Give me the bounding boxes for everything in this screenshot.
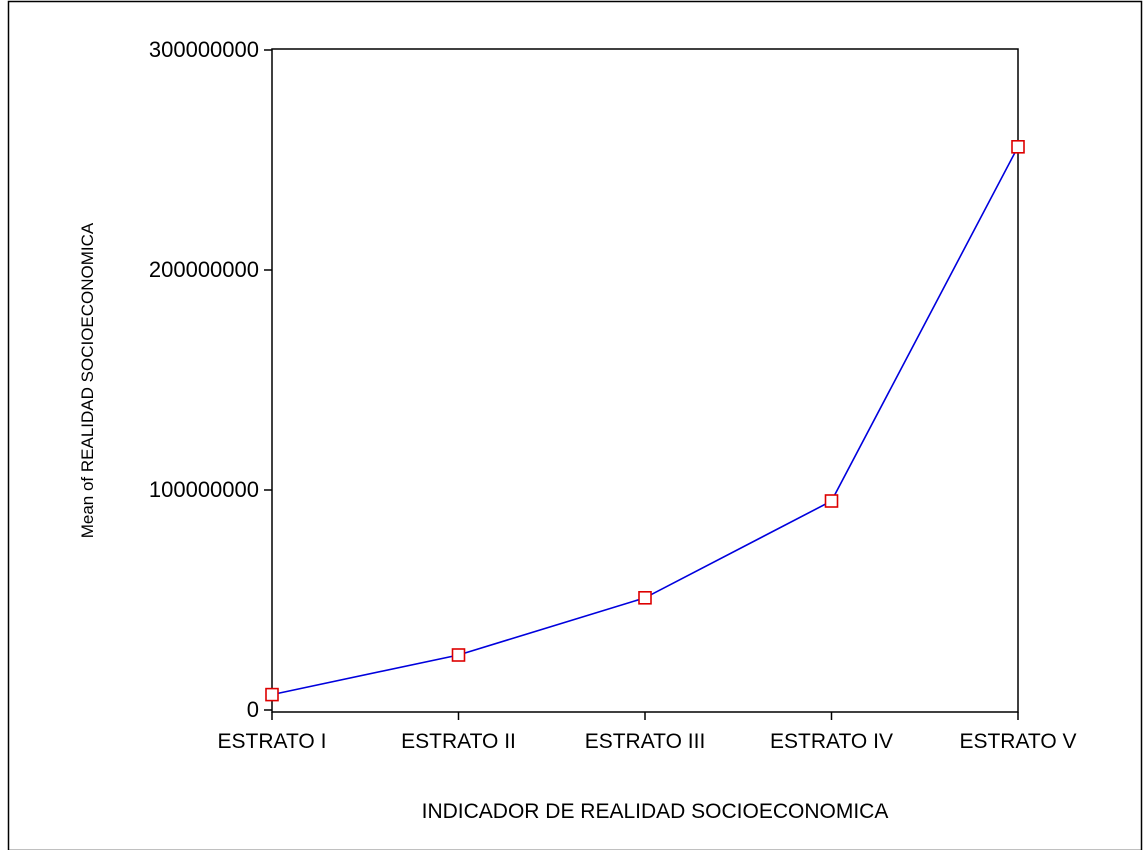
x-tick-label: ESTRATO V: [959, 730, 1076, 753]
y-tick-label: 0: [247, 697, 259, 722]
data-point-marker: [1011, 140, 1025, 154]
data-point-marker: [824, 494, 839, 508]
y-tick-label: 300000000: [149, 37, 259, 62]
x-axis: ESTRATO I ESTRATO II ESTRATO III ESTRATO IV…: [218, 712, 1077, 753]
y-axis-title: Mean of REALIDAD SOCIOECONOMICA: [78, 222, 97, 538]
series-markers: [265, 140, 1025, 702]
y-tick-label: 200000000: [149, 257, 259, 282]
series-line: [271, 146, 1019, 696]
data-point-marker: [265, 687, 279, 702]
outer-border: [7, 0, 1143, 850]
y-axis: 0 100000000 200000000 300000000: [149, 37, 272, 722]
plot-area: [271, 48, 1019, 713]
y-tick-label: 100000000: [149, 477, 259, 502]
x-tick-label: ESTRATO III: [585, 730, 706, 753]
x-tick-label: ESTRATO II: [401, 730, 516, 753]
x-tick-label: ESTRATO I: [218, 730, 327, 753]
x-axis-title: INDICADOR DE REALIDAD SOCIOECONOMICA: [422, 800, 889, 823]
x-tick-label: ESTRATO IV: [770, 730, 893, 753]
data-point-marker: [638, 590, 652, 605]
data-point-marker: [451, 648, 466, 662]
